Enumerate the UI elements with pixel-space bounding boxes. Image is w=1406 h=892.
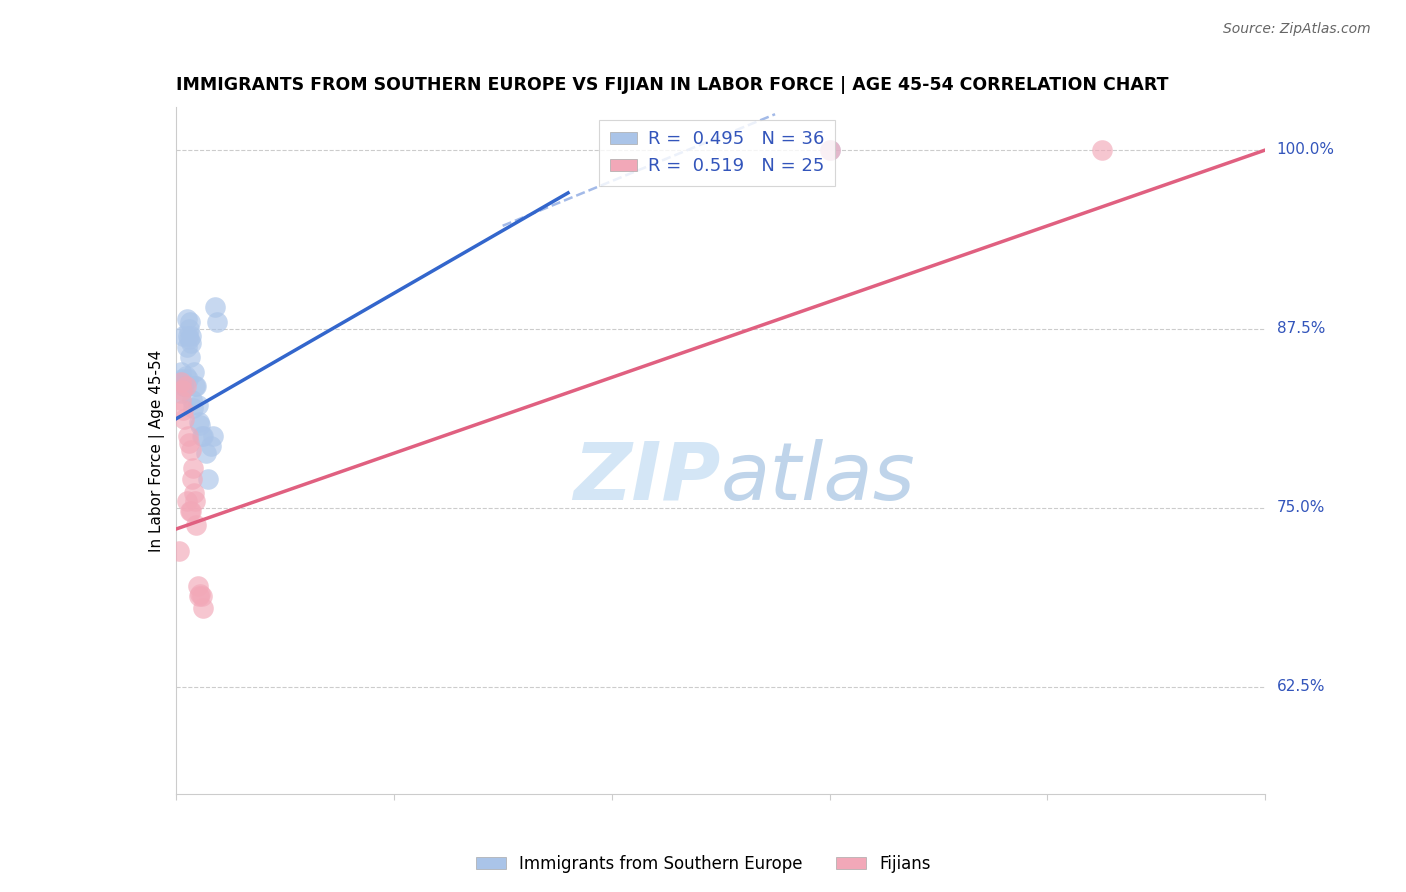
Point: [172, 379, 194, 393]
Point: [180, 503, 202, 517]
Point: [191, 429, 214, 443]
Point: [172, 329, 194, 343]
Point: [177, 372, 200, 386]
Point: [818, 143, 841, 157]
Point: [191, 429, 214, 443]
Point: [186, 398, 209, 412]
Legend: R =  0.495   N = 36, R =  0.519   N = 25: R = 0.495 N = 36, R = 0.519 N = 25: [599, 120, 835, 186]
Point: [184, 379, 207, 393]
Point: [180, 329, 202, 343]
Point: [186, 517, 208, 532]
Point: [1091, 143, 1114, 157]
Point: [177, 429, 200, 443]
Point: [191, 590, 214, 604]
Point: [181, 393, 204, 408]
Point: [179, 503, 201, 517]
Point: [170, 375, 193, 389]
Point: [184, 493, 207, 508]
Point: [177, 436, 200, 450]
Point: [181, 472, 204, 486]
Point: [183, 486, 205, 500]
Point: [188, 417, 211, 432]
Text: IMMIGRANTS FROM SOUTHERN EUROPE VS FIJIAN IN LABOR FORCE | AGE 45-54 CORRELATION: IMMIGRANTS FROM SOUTHERN EUROPE VS FIJIA…: [176, 77, 1168, 95]
Point: [818, 143, 841, 157]
Point: [183, 365, 205, 379]
Point: [174, 379, 197, 393]
Text: 62.5%: 62.5%: [1277, 679, 1324, 694]
Point: [195, 446, 218, 460]
Point: [180, 443, 202, 458]
Point: [187, 590, 209, 604]
Point: [176, 340, 198, 354]
Point: [176, 311, 198, 326]
Point: [172, 403, 194, 417]
Point: [170, 386, 193, 401]
Point: [179, 351, 201, 365]
Point: [197, 472, 219, 486]
Text: 75.0%: 75.0%: [1277, 500, 1324, 516]
Point: [173, 412, 195, 426]
Point: [200, 439, 222, 453]
Text: ZIP: ZIP: [574, 439, 721, 517]
Point: [188, 586, 211, 600]
Point: [173, 379, 195, 393]
Point: [179, 315, 201, 329]
Point: [186, 579, 209, 593]
Point: [205, 315, 228, 329]
Text: 100.0%: 100.0%: [1277, 143, 1334, 158]
Point: [170, 375, 193, 389]
Text: 87.5%: 87.5%: [1277, 321, 1324, 336]
Point: [170, 393, 193, 408]
Y-axis label: In Labor Force | Age 45-54: In Labor Force | Age 45-54: [149, 350, 165, 551]
Point: [181, 401, 204, 415]
Point: [177, 329, 200, 343]
Point: [177, 332, 200, 346]
Text: atlas: atlas: [721, 439, 915, 517]
Point: [186, 379, 208, 393]
Point: [172, 384, 194, 398]
Legend: Immigrants from Southern Europe, Fijians: Immigrants from Southern Europe, Fijians: [468, 848, 938, 880]
Point: [177, 322, 200, 336]
Point: [181, 460, 204, 475]
Text: Source: ZipAtlas.com: Source: ZipAtlas.com: [1223, 22, 1371, 37]
Point: [187, 415, 209, 429]
Point: [201, 429, 224, 443]
Point: [204, 301, 226, 315]
Point: [170, 365, 193, 379]
Point: [191, 600, 214, 615]
Point: [174, 369, 197, 384]
Point: [180, 336, 202, 351]
Point: [176, 493, 198, 508]
Point: [172, 372, 194, 386]
Point: [167, 543, 190, 558]
